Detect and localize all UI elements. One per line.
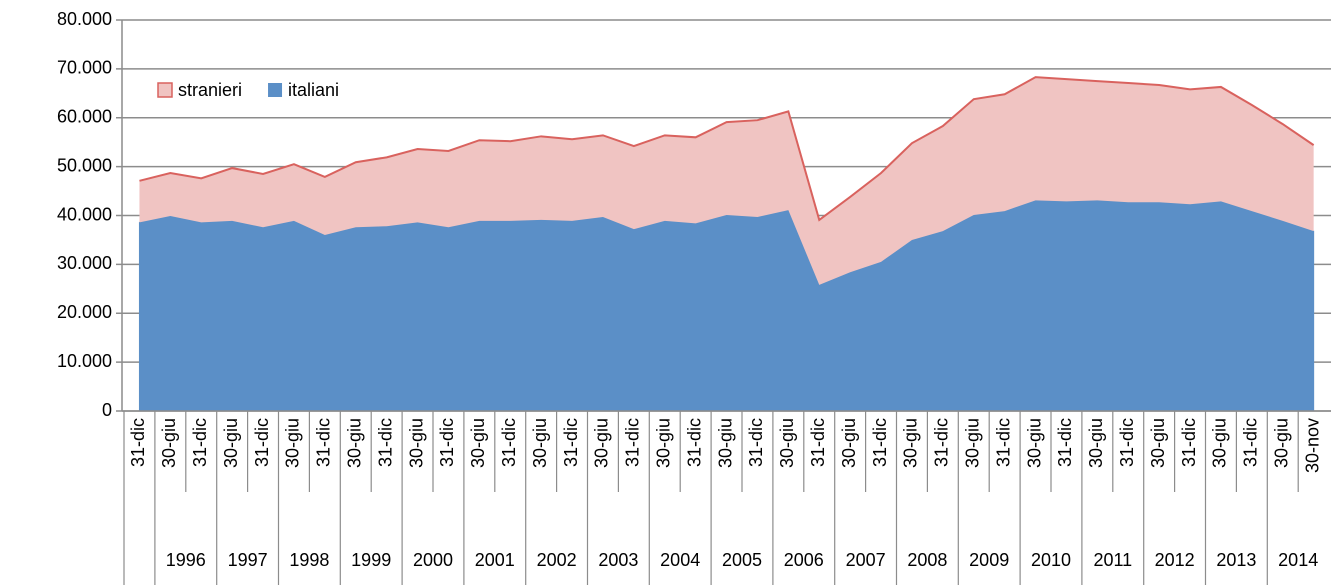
x-tick-label: 30-nov: [1302, 418, 1322, 473]
x-tick-label: 30-giu: [530, 418, 550, 468]
x-tick-label: 30-giu: [1210, 418, 1230, 468]
x-tick-label: 30-giu: [283, 418, 303, 468]
y-tick-label: 60.000: [57, 107, 112, 127]
y-tick-label: 80.000: [57, 9, 112, 29]
x-tick-label: 31-dic: [1055, 418, 1075, 467]
x-group-label: 2006: [784, 550, 824, 570]
legend-swatch: [268, 83, 283, 97]
x-group-label: 2003: [598, 550, 638, 570]
x-group-label: 1996: [166, 550, 206, 570]
x-tick-label: 31-dic: [870, 418, 890, 467]
x-group-label: 1998: [289, 550, 329, 570]
x-tick-label: 30-giu: [468, 418, 488, 468]
x-tick-label: 31-dic: [190, 418, 210, 467]
x-tick-label: 31-dic: [932, 418, 952, 467]
x-group-label: 2013: [1216, 550, 1256, 570]
y-tick-label: 50.000: [57, 155, 112, 175]
x-group-label: 2012: [1155, 550, 1195, 570]
x-tick-label: 31-dic: [128, 418, 148, 467]
legend-swatch: [157, 82, 173, 98]
x-group-label: 2009: [969, 550, 1009, 570]
x-tick-label: 31-dic: [499, 418, 519, 467]
x-group-label: 1997: [228, 550, 268, 570]
legend-label: stranieri: [178, 80, 242, 100]
x-tick-label: 30-giu: [159, 418, 179, 468]
x-group-label: 1999: [351, 550, 391, 570]
x-tick-label: 31-dic: [623, 418, 643, 467]
x-group-label: 2005: [722, 550, 762, 570]
x-tick-label: 30-giu: [839, 418, 859, 468]
x-tick-label: 31-dic: [746, 418, 766, 467]
x-tick-label: 30-giu: [592, 418, 612, 468]
area: [138, 199, 1315, 412]
x-tick-label: 31-dic: [314, 418, 334, 467]
x-tick-label: 30-giu: [715, 418, 735, 468]
y-tick-label: 10.000: [57, 351, 112, 371]
y-tick-label: 70.000: [57, 58, 112, 78]
x-tick-label: 31-dic: [252, 418, 272, 467]
x-tick-label: 31-dic: [808, 418, 828, 467]
legend-label: italiani: [288, 80, 339, 100]
area-edge: [139, 76, 1315, 222]
x-tick-label: 30-giu: [1086, 418, 1106, 468]
x-tick-label: 30-giu: [221, 418, 241, 468]
x-tick-label: 30-giu: [1024, 418, 1044, 468]
y-tick-label: 30.000: [57, 253, 112, 273]
x-group-label: 2014: [1278, 550, 1318, 570]
x-tick-label: 31-dic: [1241, 418, 1261, 467]
x-tick-label: 31-dic: [1117, 418, 1137, 467]
y-tick-label: 0: [102, 400, 112, 420]
y-tick-label: 20.000: [57, 302, 112, 322]
x-tick-label: 30-giu: [963, 418, 983, 468]
x-tick-label: 31-dic: [561, 418, 581, 467]
x-tick-label: 31-dic: [1179, 418, 1199, 467]
x-tick-label: 31-dic: [684, 418, 704, 467]
x-group-label: 2007: [846, 550, 886, 570]
x-tick-label: 30-giu: [1148, 418, 1168, 468]
x-group-label: 2002: [537, 550, 577, 570]
x-tick-label: 30-giu: [406, 418, 426, 468]
x-tick-label: 30-giu: [654, 418, 674, 468]
x-group-label: 2011: [1093, 550, 1132, 570]
x-tick-label: 31-dic: [437, 418, 457, 467]
x-tick-label: 30-giu: [901, 418, 921, 468]
x-tick-label: 31-dic: [993, 418, 1013, 467]
x-group-label: 2004: [660, 550, 700, 570]
x-group-label: 2010: [1031, 550, 1071, 570]
x-group-label: 2008: [907, 550, 947, 570]
x-group-label: 2001: [475, 550, 515, 570]
area: [139, 77, 1314, 285]
x-tick-label: 31-dic: [375, 418, 395, 467]
x-group-label: 2000: [413, 550, 453, 570]
y-tick-label: 40.000: [57, 204, 112, 224]
x-tick-label: 30-giu: [345, 418, 365, 468]
x-tick-label: 30-giu: [1272, 418, 1292, 468]
x-tick-label: 30-giu: [777, 418, 797, 468]
